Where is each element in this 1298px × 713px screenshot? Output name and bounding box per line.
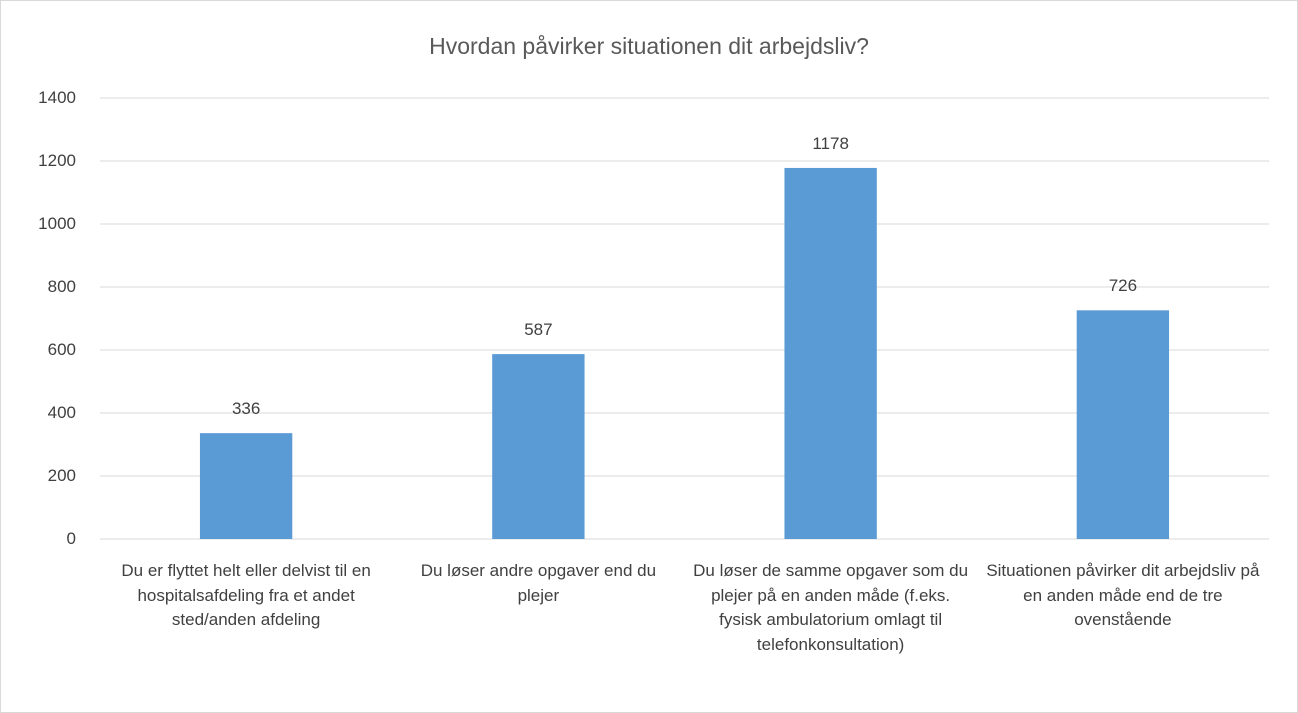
y-tick-label: 0 — [66, 529, 76, 548]
y-tick-label: 1400 — [38, 88, 76, 107]
y-tick-label: 200 — [47, 466, 76, 485]
y-tick-label: 400 — [47, 403, 76, 422]
data-label: 1178 — [812, 133, 849, 153]
x-tick-label: Du løser andre opgaver end du plejer — [420, 561, 657, 605]
bar — [784, 167, 877, 539]
x-tick-label: Situationen påvirker dit arbejdsliv på e… — [986, 561, 1260, 629]
x-tick-label: Du er flyttet helt eller delvist til en … — [121, 561, 371, 629]
bar — [492, 354, 585, 539]
y-tick-label: 800 — [47, 277, 76, 296]
data-label: 587 — [524, 320, 553, 340]
bar — [199, 433, 293, 539]
bar — [1076, 310, 1170, 539]
y-tick-label: 600 — [47, 340, 76, 359]
data-label: 336 — [231, 399, 261, 419]
y-tick-label: 1000 — [38, 214, 76, 233]
data-label: 726 — [1108, 276, 1138, 296]
y-tick-label: 1200 — [38, 151, 76, 170]
chart-title: Hvordan påvirker situationen dit arbejds… — [429, 33, 869, 59]
x-tick-label: Du løser de samme opgaver som du plejer … — [693, 561, 969, 654]
